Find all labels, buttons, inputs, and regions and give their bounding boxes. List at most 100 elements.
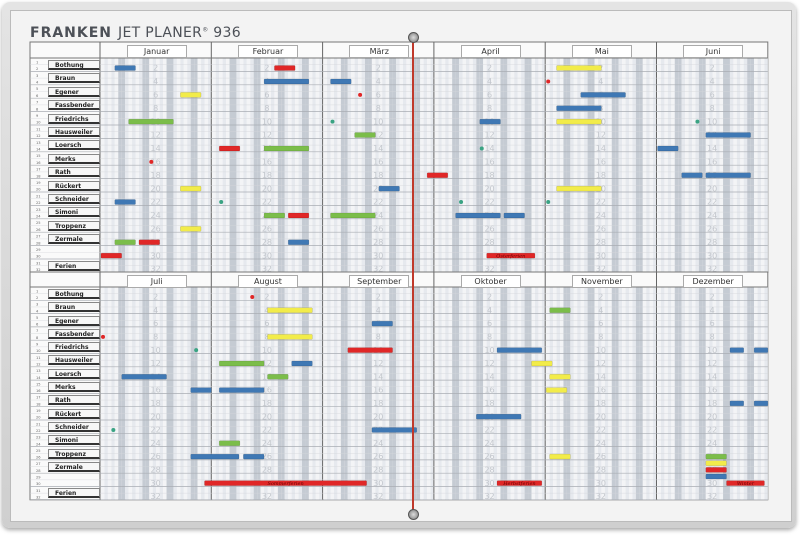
row-number: 29 bbox=[36, 248, 41, 252]
magnet-bar-blue bbox=[753, 347, 769, 353]
day-number: 10 bbox=[262, 117, 272, 126]
name-tag-Rath: Rath bbox=[48, 395, 100, 406]
day-number: 6 bbox=[153, 319, 158, 328]
day-number: 4 bbox=[376, 306, 381, 315]
day-number: 24 bbox=[596, 439, 606, 448]
day-number: 18 bbox=[151, 171, 161, 180]
day-number: 14 bbox=[596, 372, 606, 381]
day-number: 12 bbox=[373, 131, 383, 140]
day-number: 20 bbox=[151, 412, 161, 421]
row-number: 19 bbox=[36, 409, 41, 413]
magnet-dot bbox=[546, 79, 551, 84]
row-number: 4 bbox=[36, 309, 39, 313]
day-number: 16 bbox=[262, 158, 272, 167]
day-number: 4 bbox=[153, 306, 158, 315]
day-number: 8 bbox=[598, 333, 603, 342]
day-number: 4 bbox=[153, 77, 158, 86]
magnet-bar-red bbox=[274, 65, 296, 71]
day-number: 30 bbox=[707, 251, 717, 260]
name-tag-Zermale: Zermale bbox=[48, 461, 100, 472]
row-number: 27 bbox=[36, 462, 41, 466]
row-number: 18 bbox=[36, 174, 41, 178]
string-bottom-knob[interactable] bbox=[408, 509, 419, 520]
day-number: 2 bbox=[264, 293, 269, 302]
row-number: 26 bbox=[36, 456, 41, 460]
day-number: 14 bbox=[151, 144, 161, 153]
day-number: 12 bbox=[484, 359, 494, 368]
day-number: 32 bbox=[151, 265, 161, 274]
magnet-bar-blue bbox=[114, 199, 136, 205]
day-number: 16 bbox=[151, 386, 161, 395]
day-number: 2 bbox=[376, 64, 381, 73]
row-number: 14 bbox=[36, 147, 41, 151]
day-number: 10 bbox=[596, 346, 606, 355]
magnet-dot bbox=[479, 146, 484, 151]
day-number: 12 bbox=[151, 359, 161, 368]
name-tag-Hausweiler: Hausweiler bbox=[48, 127, 100, 137]
magnet-dot bbox=[149, 159, 154, 164]
magnet-bar-green bbox=[549, 307, 571, 313]
day-number: 26 bbox=[373, 452, 383, 461]
day-number: 10 bbox=[707, 117, 717, 126]
name-tag-Simoni: Simoni bbox=[48, 207, 100, 218]
day-number: 2 bbox=[710, 293, 715, 302]
day-number: 26 bbox=[151, 452, 161, 461]
row-number: 13 bbox=[36, 141, 41, 145]
day-number: 2 bbox=[264, 64, 269, 73]
month-label-Mai: Mai bbox=[571, 45, 632, 58]
magnet-bar-blue bbox=[753, 400, 769, 407]
day-number: 20 bbox=[484, 184, 494, 193]
row-number: 25 bbox=[36, 221, 41, 225]
registered-mark: ® bbox=[202, 26, 209, 34]
magnet-bar-yellow bbox=[531, 360, 553, 367]
magnet-bar-yellow bbox=[180, 185, 202, 192]
day-number: 22 bbox=[262, 198, 272, 207]
day-number: 24 bbox=[707, 211, 717, 220]
day-number: 2 bbox=[153, 64, 158, 73]
magnet-dot bbox=[330, 119, 335, 124]
day-number: 26 bbox=[151, 225, 161, 234]
magnet-dot bbox=[358, 92, 363, 97]
magnet-bar-yellow bbox=[556, 65, 602, 71]
row-number: 3 bbox=[36, 74, 38, 78]
magnet-bar-red bbox=[486, 252, 536, 259]
day-number: 8 bbox=[153, 333, 158, 342]
row-number: 21 bbox=[36, 194, 41, 198]
day-number: 32 bbox=[707, 492, 717, 501]
day-number: 26 bbox=[484, 225, 494, 234]
row-number: 5 bbox=[36, 316, 38, 320]
red-marker-string[interactable] bbox=[412, 36, 414, 514]
magnet-bar-green bbox=[263, 145, 310, 152]
name-tag-Hausweiler: Hausweiler bbox=[48, 355, 100, 366]
row-number: 21 bbox=[36, 422, 41, 426]
row-number: 11 bbox=[36, 356, 41, 360]
day-number: 32 bbox=[151, 492, 161, 501]
day-number: 32 bbox=[596, 265, 606, 274]
row-number: 3 bbox=[36, 303, 38, 307]
row-number: 1 bbox=[36, 60, 38, 64]
day-number: 18 bbox=[373, 171, 383, 180]
day-number: 10 bbox=[262, 346, 272, 355]
day-number: 22 bbox=[707, 426, 717, 435]
magnet-bar-blue bbox=[378, 185, 400, 192]
row-number: 17 bbox=[36, 168, 41, 172]
day-number: 6 bbox=[376, 91, 381, 100]
magnet-bar-yellow bbox=[549, 453, 571, 460]
name-tag-Egener: Egener bbox=[48, 86, 100, 97]
name-tag-Fassbender: Fassbender bbox=[48, 100, 100, 111]
string-top-knob[interactable] bbox=[408, 32, 419, 43]
row-number: 27 bbox=[36, 235, 41, 239]
day-number: 10 bbox=[707, 346, 717, 355]
row-number: 30 bbox=[36, 255, 41, 259]
day-number: 6 bbox=[264, 91, 269, 100]
name-tag-Rückert: Rückert bbox=[48, 180, 100, 191]
magnet-bar-yellow bbox=[556, 118, 602, 125]
magnet-bar-blue bbox=[371, 320, 393, 327]
day-number: 14 bbox=[484, 372, 494, 381]
day-number: 18 bbox=[262, 171, 272, 180]
magnet-bar-blue bbox=[705, 473, 727, 480]
magnet-bar-yellow bbox=[556, 185, 602, 192]
day-number: 22 bbox=[596, 426, 606, 435]
magnet-bar-blue bbox=[657, 145, 679, 152]
magnet-bar-red bbox=[726, 480, 765, 486]
